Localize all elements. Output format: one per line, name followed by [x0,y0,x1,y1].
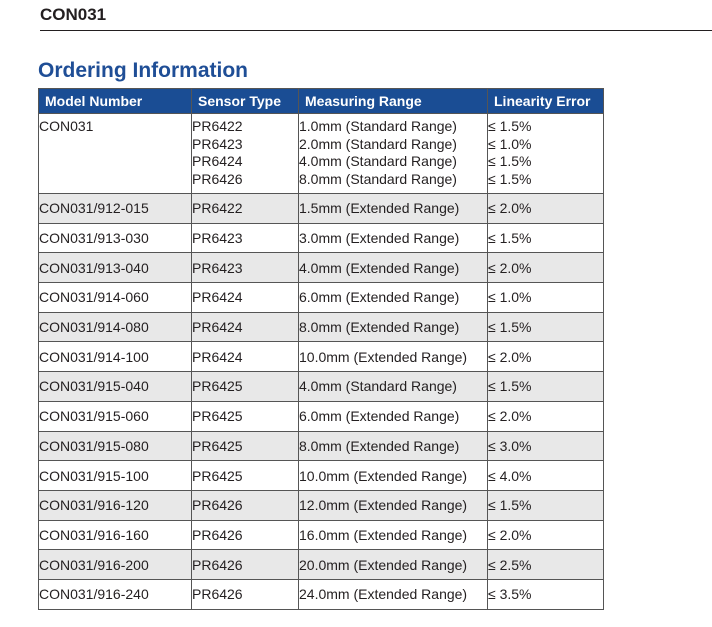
cell-sensor: PR6423 [191,252,299,284]
header-rule [40,30,712,31]
cell-linearity: ≤ 2.0% [487,341,604,373]
document-id: CON031 [40,5,107,24]
cell-model: CON031/916-120 [38,489,192,521]
cell-linearity: ≤ 1.5% [487,222,604,254]
cell-range: 8.0mm (Extended Range) [298,311,488,343]
cell-model: CON031/915-100 [38,460,192,491]
table-row: CON031/913-030 PR6423 3.0mm (Extended Rang… [38,222,604,254]
table-row: CON031/916-120 PR6426 12.0mm (Extended Ran… [38,489,604,521]
cell-model: CON031/916-200 [38,549,192,580]
header-measuring-range: Measuring Range [298,88,488,114]
cell-linearity: ≤ 2.0% [487,193,604,224]
measuring-range: 4.0mm (Standard Range) [299,153,457,169]
table-row: CON031/914-100 PR6424 10.0mm (Extended Ran… [38,341,604,373]
measuring-range: 2.0mm (Standard Range) [299,135,457,152]
cell-model: CON031/914-080 [38,311,192,343]
table-row: CON031/916-200 PR6426 20.0mm (Extended Ran… [38,549,604,580]
table-header-row: Model Number Sensor Type Measuring Range… [38,88,604,114]
cell-range: 3.0mm (Extended Range) [298,222,488,254]
header-linearity-error: Linearity Error [487,88,604,114]
cell-model: CON031/915-060 [38,400,192,432]
header-sensor-type: Sensor Type [191,88,299,114]
cell-range: 1.5mm (Extended Range) [298,193,488,224]
table-row: CON031/915-100 PR6425 10.0mm (Extended Ran… [38,460,604,491]
measuring-range: 8.0mm (Standard Range) [299,170,457,187]
cell-sensor: PR6424 [191,282,299,313]
cell-sensor: PR6425 [191,371,299,402]
cell-model: CON031/913-030 [38,222,192,254]
cell-sensor: PR6426 [191,489,299,521]
table-row: CON031/912-015 PR6422 1.5mm (Extended Rang… [38,193,604,224]
cell-range: 24.0mm (Extended Range) [298,578,488,610]
model-number: CON031 [39,118,94,134]
cell-linearity: ≤ 1.5% [487,371,604,402]
cell-range: 8.0mm (Extended Range) [298,430,488,462]
sensor-type: PR6426 [192,170,243,187]
cell-range: 6.0mm (Extended Range) [298,282,488,313]
table-row: CON031 PR6422 PR6423 PR6424 PR6426 1.0mm… [38,113,604,194]
linearity-error: ≤ 1.5% [488,153,532,169]
cell-model: CON031/912-015 [38,193,192,224]
cell-linearity: ≤ 2.5% [487,549,604,580]
cell-linearity: ≤ 2.0% [487,400,604,432]
sensor-type: PR6423 [192,135,243,152]
cell-linearity: ≤ 1.5% ≤ 1.0% ≤ 1.5% ≤ 1.5% [487,113,604,194]
cell-linearity: ≤ 1.5% [487,489,604,521]
linearity-error: ≤ 1.0% [488,135,532,152]
cell-model: CON031/914-100 [38,341,192,373]
cell-range: 12.0mm (Extended Range) [298,489,488,521]
cell-sensor: PR6426 [191,519,299,551]
cell-range: 6.0mm (Extended Range) [298,400,488,432]
cell-sensor: PR6424 [191,341,299,373]
sensor-type: PR6422 [192,118,243,134]
ordering-table: Model Number Sensor Type Measuring Range… [38,88,604,610]
cell-sensor: PR6425 [191,460,299,491]
cell-linearity: ≤ 1.5% [487,311,604,343]
table-row: CON031/915-060 PR6425 6.0mm (Extended Rang… [38,400,604,432]
cell-sensor: PR6426 [191,578,299,610]
cell-range: 10.0mm (Extended Range) [298,460,488,491]
table-row: CON031/915-040 PR6425 4.0mm (Standard Rang… [38,371,604,402]
cell-sensor: PR6424 [191,311,299,343]
table-row: CON031/914-080 PR6424 8.0mm (Extended Rang… [38,311,604,343]
measuring-range: 1.0mm (Standard Range) [299,118,457,134]
cell-range: 4.0mm (Extended Range) [298,252,488,284]
table-row: CON031/916-160 PR6426 16.0mm (Extended Ran… [38,519,604,551]
cell-linearity: ≤ 4.0% [487,460,604,491]
cell-range: 4.0mm (Standard Range) [298,371,488,402]
cell-sensor: PR6422 [191,193,299,224]
cell-model: CON031/915-040 [38,371,192,402]
section-title: Ordering Information [38,59,248,82]
cell-sensor: PR6422 PR6423 PR6424 PR6426 [191,113,299,194]
cell-sensor: PR6423 [191,222,299,254]
cell-range: 1.0mm (Standard Range) 2.0mm (Standard R… [298,113,488,194]
cell-model: CON031 [38,113,192,194]
cell-sensor: PR6425 [191,430,299,462]
cell-model: CON031/916-240 [38,578,192,610]
table-row: CON031/913-040 PR6423 4.0mm (Extended Rang… [38,252,604,284]
cell-linearity: ≤ 2.0% [487,519,604,551]
cell-linearity: ≤ 1.0% [487,282,604,313]
table-row: CON031/916-240 PR6426 24.0mm (Extended Ran… [38,578,604,610]
cell-model: CON031/913-040 [38,252,192,284]
cell-range: 16.0mm (Extended Range) [298,519,488,551]
sensor-type: PR6424 [192,153,243,169]
cell-model: CON031/915-080 [38,430,192,462]
header-model-number: Model Number [38,88,192,114]
linearity-error: ≤ 1.5% [488,118,532,134]
cell-sensor: PR6425 [191,400,299,432]
cell-linearity: ≤ 2.0% [487,252,604,284]
table-row: CON031/915-080 PR6425 8.0mm (Extended Rang… [38,430,604,462]
cell-range: 10.0mm (Extended Range) [298,341,488,373]
cell-sensor: PR6426 [191,549,299,580]
cell-linearity: ≤ 3.0% [487,430,604,462]
cell-model: CON031/916-160 [38,519,192,551]
cell-model: CON031/914-060 [38,282,192,313]
cell-linearity: ≤ 3.5% [487,578,604,610]
table-row: CON031/914-060 PR6424 6.0mm (Extended Rang… [38,282,604,313]
linearity-error: ≤ 1.5% [488,170,532,187]
cell-range: 20.0mm (Extended Range) [298,549,488,580]
